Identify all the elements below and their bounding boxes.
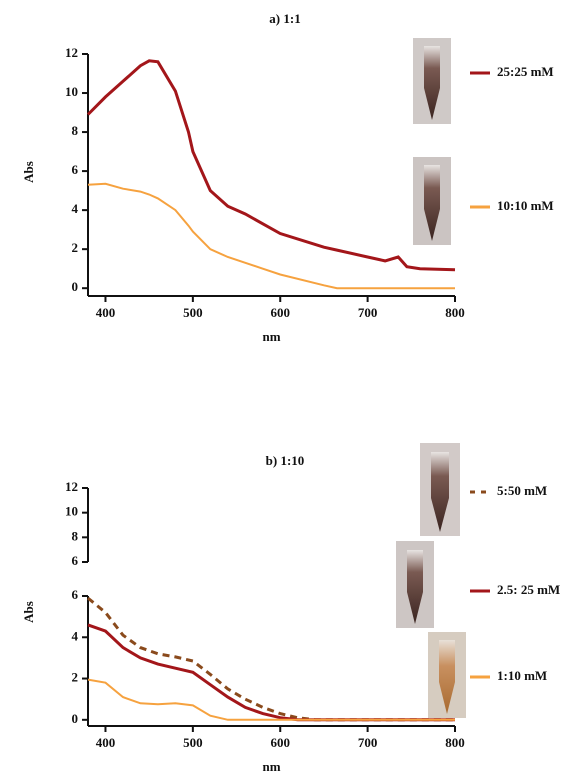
x-tick-label: 800	[445, 305, 465, 320]
x-tick-label: 500	[183, 305, 203, 320]
y-tick-label: 12	[65, 45, 78, 60]
y-tick-label: 2	[72, 670, 79, 685]
y-tick-label: 8	[72, 123, 79, 138]
x-tick-label: 500	[183, 735, 203, 750]
y-tick-label: 4	[72, 628, 79, 643]
y-tick-label: 10	[65, 504, 78, 519]
tube-photos	[396, 38, 466, 718]
x-tick-label: 600	[270, 305, 290, 320]
tube	[431, 452, 449, 532]
tube	[424, 46, 440, 120]
y-axis-label: Abs	[21, 601, 36, 623]
y-tick-label: 0	[72, 279, 79, 294]
y-tick-label: 6	[72, 587, 79, 602]
x-tick-label: 400	[96, 305, 116, 320]
y-tick-label: 6	[72, 162, 79, 177]
x-axis-label: nm	[262, 759, 280, 774]
x-tick-label: 800	[445, 735, 465, 750]
y-tick-label: 2	[72, 240, 79, 255]
chart-title: a) 1:1	[269, 11, 300, 26]
y-axis-label: Abs	[21, 161, 36, 183]
y-tick-label: 6	[72, 553, 79, 568]
x-tick-label: 700	[358, 735, 378, 750]
chart-title: b) 1:10	[266, 453, 305, 468]
legend-label: 1:10 mM	[497, 668, 547, 683]
tube	[439, 640, 455, 714]
y-tick-label: 0	[72, 711, 79, 726]
tube	[424, 165, 440, 241]
y-tick-label: 10	[65, 84, 78, 99]
x-axis-label: nm	[262, 329, 280, 344]
data-line	[87, 182, 455, 290]
data-line	[87, 678, 455, 721]
y-tick-label: 4	[72, 201, 79, 216]
legend-label: 25:25 mM	[497, 64, 554, 79]
y-tick-label: 12	[65, 479, 78, 494]
legend-label: 5:50 mM	[497, 483, 547, 498]
y-tick-label: 8	[72, 528, 79, 543]
legend-label: 2.5: 25 mM	[497, 582, 560, 597]
x-tick-label: 600	[270, 735, 290, 750]
x-tick-label: 700	[358, 305, 378, 320]
tube	[407, 550, 423, 624]
data-line	[86, 59, 456, 272]
data-line	[87, 623, 455, 722]
x-tick-label: 400	[96, 735, 116, 750]
legend-label: 10:10 mM	[497, 198, 554, 213]
